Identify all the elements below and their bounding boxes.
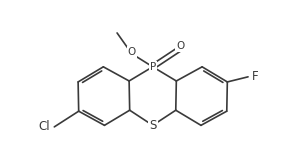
Text: O: O bbox=[128, 47, 136, 57]
Text: S: S bbox=[149, 119, 156, 132]
Text: F: F bbox=[252, 70, 259, 83]
Text: P: P bbox=[150, 62, 156, 72]
Text: O: O bbox=[176, 41, 185, 51]
Text: Cl: Cl bbox=[38, 120, 50, 133]
